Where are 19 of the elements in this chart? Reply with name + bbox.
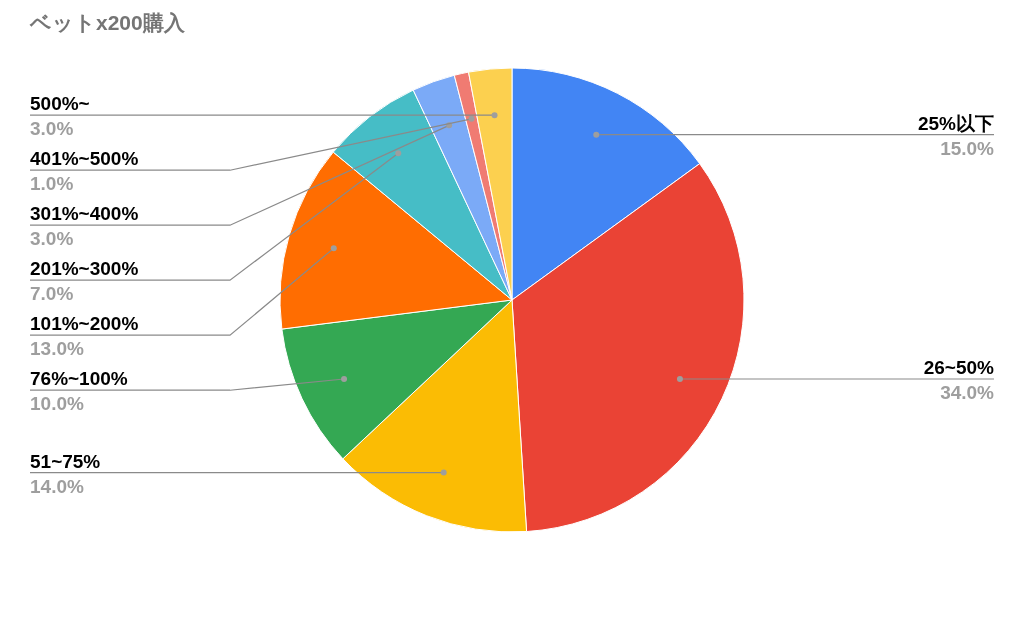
slice-label: 500%~: [30, 93, 90, 115]
slice-label: 301%~400%: [30, 203, 139, 225]
slice-label: 101%~200%: [30, 313, 139, 335]
data-label: 3.0%: [30, 228, 74, 250]
data-label: 34.0%: [940, 382, 995, 404]
slice-label: 25%以下: [917, 112, 994, 134]
data-label: 14.0%: [30, 475, 84, 497]
slice-label: 201%~300%: [30, 258, 139, 280]
slice-label: 26~50%: [923, 357, 995, 379]
data-label: 7.0%: [30, 283, 74, 305]
data-label: 1.0%: [30, 173, 74, 195]
slice-label: 76%~100%: [30, 368, 128, 390]
slice-label: 51~75%: [30, 450, 101, 472]
slice-label: 401%~500%: [30, 148, 139, 170]
data-label: 10.0%: [30, 393, 84, 415]
title: ベットx200購入: [30, 11, 185, 34]
data-label: 3.0%: [30, 118, 74, 140]
data-label: 15.0%: [940, 137, 995, 159]
data-label: 13.0%: [30, 338, 84, 360]
